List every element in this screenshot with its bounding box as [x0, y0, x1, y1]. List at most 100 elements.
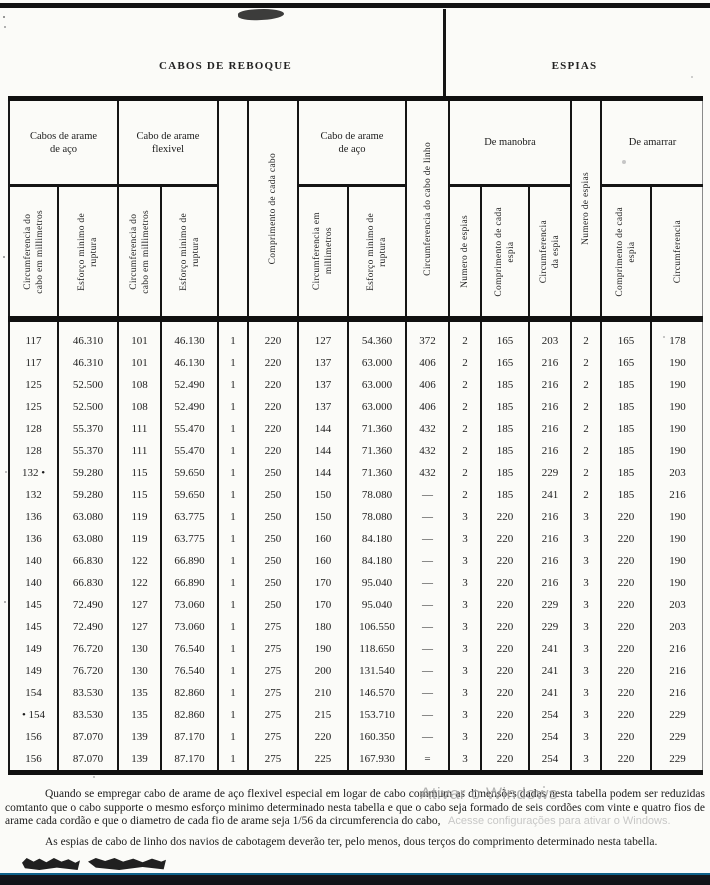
cell: 190: [297, 638, 347, 660]
cell: 3: [448, 550, 480, 572]
cell: 2: [448, 440, 480, 462]
cell: 220: [600, 550, 650, 572]
cell: —: [405, 616, 448, 638]
cell: 63.775: [160, 528, 217, 550]
cell: 160.350: [347, 726, 405, 748]
cell: 406: [405, 352, 448, 374]
cell: 84.180: [347, 528, 405, 550]
cell: 132 •: [21, 467, 46, 479]
cell: 1: [217, 506, 247, 528]
cell: [480, 322, 528, 330]
cell: 2: [570, 484, 600, 506]
cell: 190: [650, 396, 703, 418]
cell: 216: [528, 440, 570, 462]
note-paragraph-1: Quando se empregar cabo de arame de aço …: [5, 788, 705, 827]
cell: 101: [117, 352, 160, 374]
section-caption-right: ESPIAS: [551, 59, 598, 72]
cell: 220: [247, 396, 297, 418]
cell: 250: [247, 462, 297, 484]
section-caption-left: CABOS DE REBOQUE: [159, 59, 292, 72]
cell: 185: [480, 440, 528, 462]
cell: 2: [448, 374, 480, 396]
column-header: Esforço minimo de ruptura: [57, 187, 117, 316]
note-paragraph-2: As espias de cabo de linho dos navios de…: [45, 835, 658, 848]
cell: 220: [600, 638, 650, 660]
cell: [10, 322, 57, 330]
cell: 200: [297, 660, 347, 682]
cell: 1: [217, 550, 247, 572]
cell: 153.710: [347, 704, 405, 726]
cell: [448, 322, 480, 330]
cell: 2: [448, 418, 480, 440]
cell: 3: [570, 572, 600, 594]
cell: 87.070: [57, 726, 117, 748]
cell: 87.170: [160, 748, 217, 770]
cell: 185: [600, 374, 650, 396]
cell: 55.470: [160, 418, 217, 440]
cell: 125: [25, 379, 42, 391]
cell: 203: [650, 616, 703, 638]
cell: —: [405, 572, 448, 594]
cell: 432: [405, 462, 448, 484]
cell: 145: [25, 599, 42, 611]
cell: 190: [650, 440, 703, 462]
cell: 127: [297, 330, 347, 352]
data-table: CABOS DE REBOQUE ESPIAS Cabos de arame d…: [8, 9, 703, 775]
cell: 71.360: [347, 462, 405, 484]
cell: 216: [528, 528, 570, 550]
cell: 46.130: [160, 352, 217, 374]
ink-smudge: [22, 858, 80, 870]
cell: [297, 322, 347, 330]
cell: 149: [25, 643, 42, 655]
column-header: Numero de espias: [570, 101, 600, 316]
cell: 210: [297, 682, 347, 704]
cell: 160: [297, 550, 347, 572]
cell: 63.080: [57, 506, 117, 528]
cell: 167.930: [347, 748, 405, 770]
column-header: Circumferencia da espia: [528, 187, 570, 316]
cell: 108: [117, 374, 160, 396]
cell: 76.720: [57, 660, 117, 682]
column-group-header: Cabo de arame flexivel: [117, 101, 217, 187]
cell: 220: [600, 572, 650, 594]
cell: 154: [25, 687, 42, 699]
cell: 55.370: [57, 418, 117, 440]
cell: 66.830: [57, 572, 117, 594]
cell: [117, 322, 160, 330]
cell: 216: [528, 572, 570, 594]
cell: 46.310: [57, 352, 117, 374]
cell: 2: [448, 484, 480, 506]
cell: —: [405, 484, 448, 506]
cell: 220: [297, 726, 347, 748]
cell: 170: [297, 572, 347, 594]
cell: —: [405, 506, 448, 528]
cell: 2: [448, 352, 480, 374]
table-rule: [8, 770, 703, 775]
cell: 220: [600, 748, 650, 770]
cell: [247, 322, 297, 330]
cell: [650, 322, 703, 330]
cell: 55.370: [57, 440, 117, 462]
cell: 220: [480, 528, 528, 550]
cell: 149: [25, 665, 42, 677]
cell: 3: [570, 528, 600, 550]
cell: 2: [448, 396, 480, 418]
cell: 3: [570, 726, 600, 748]
ink-smudge: [88, 858, 166, 870]
cell: 3: [570, 748, 600, 770]
cell: 3: [570, 550, 600, 572]
cell: 229: [528, 616, 570, 638]
cell: 220: [247, 374, 297, 396]
cell: 170: [297, 594, 347, 616]
cell: 2: [570, 374, 600, 396]
cell: 137: [297, 352, 347, 374]
cell: 165: [600, 330, 650, 352]
cell: 220: [480, 506, 528, 528]
cell: 145: [25, 621, 42, 633]
cell: 59.280: [57, 484, 117, 506]
cell: 229: [650, 726, 703, 748]
cell: 63.775: [160, 506, 217, 528]
table-section-band: CABOS DE REBOQUE ESPIAS: [8, 9, 703, 96]
cell: —: [405, 594, 448, 616]
cell: 135: [117, 682, 160, 704]
